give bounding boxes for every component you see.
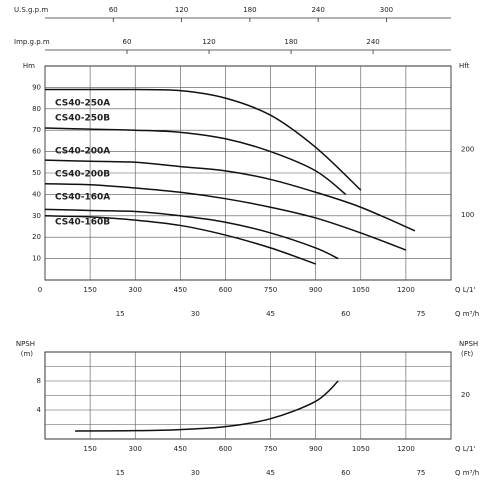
x-tick-label: 1050	[352, 286, 370, 294]
top-tick-label: 240	[366, 38, 379, 46]
y-tick-label: 90	[32, 83, 41, 91]
curve-label: CS40-160B	[55, 218, 110, 228]
curve	[44, 159, 416, 232]
x2-tick-label: 15	[116, 469, 125, 477]
top-tick-label: 180	[243, 6, 256, 14]
y-tick-label: 70	[32, 126, 41, 134]
y2-axis-title: NPSH	[459, 340, 478, 348]
x2-tick-label: 60	[341, 310, 350, 318]
curve	[44, 215, 316, 265]
curve	[45, 88, 362, 191]
y-axis-title: Hm	[23, 62, 35, 70]
y-axis-title: NPSH	[16, 340, 35, 348]
y2-tick-label: 200	[461, 146, 474, 154]
y-tick-label: 80	[32, 105, 41, 113]
y-tick-label: 60	[32, 148, 41, 156]
top-tick-label: 60	[123, 38, 132, 46]
x-tick-label: 600	[219, 286, 232, 294]
y2-axis-title: Hft	[459, 62, 470, 70]
top-axis-title: U.S.g.p.m	[14, 6, 48, 14]
curve	[75, 380, 339, 432]
x2-tick-label: 45	[266, 469, 275, 477]
curve-label: CS40-250B	[55, 114, 110, 124]
top-axis-title: Imp.g.p.m	[14, 38, 50, 46]
top-tick-label: 180	[284, 38, 297, 46]
curve-label: CS40-160A	[55, 193, 110, 203]
y-tick-label: 8	[37, 377, 41, 385]
x2-tick-label: 15	[116, 310, 125, 318]
x2-tick-label: 30	[191, 310, 200, 318]
y2-tick-label: 20	[461, 391, 470, 399]
x-tick-label: 900	[309, 286, 322, 294]
x-axis-title: Q L/1'	[455, 445, 475, 453]
y-tick-label: 40	[32, 190, 41, 198]
x-axis-title: Q L/1'	[455, 286, 475, 294]
x-tick-label: 1200	[397, 445, 415, 453]
y-tick-label: 30	[32, 212, 41, 220]
x-tick-label: 1200	[397, 286, 415, 294]
curve	[44, 127, 347, 195]
x-tick-label: 450	[174, 286, 187, 294]
curve-label: CS40-200B	[55, 170, 110, 180]
x-tick-label: 0	[38, 286, 42, 294]
x2-axis-title: Q m³/h	[455, 469, 479, 477]
x2-tick-label: 60	[341, 469, 350, 477]
x-tick-label: 1050	[352, 445, 370, 453]
y-tick-label: 4	[37, 406, 42, 414]
x-tick-label: 300	[129, 286, 142, 294]
curve	[44, 182, 407, 251]
curve-label: CS40-200A	[55, 147, 110, 157]
top-tick-label: 240	[311, 6, 324, 14]
curve	[44, 208, 339, 260]
x-tick-label: 150	[83, 445, 96, 453]
top-tick-label: 300	[380, 6, 393, 14]
x2-axis-title: Q m³/h	[455, 310, 479, 318]
x2-tick-label: 75	[416, 469, 425, 477]
y-axis-unit: (m)	[21, 350, 34, 358]
x-tick-label: 450	[174, 445, 187, 453]
top-tick-label: 120	[175, 6, 188, 14]
x2-tick-label: 75	[416, 310, 425, 318]
x2-tick-label: 30	[191, 469, 200, 477]
top-tick-label: 120	[202, 38, 215, 46]
x-tick-label: 900	[309, 445, 322, 453]
curve-label: CS40-250A	[55, 99, 110, 109]
y-tick-label: 20	[32, 233, 41, 241]
x-tick-label: 750	[264, 445, 277, 453]
y2-tick-label: 100	[461, 211, 474, 219]
x-tick-label: 600	[219, 445, 232, 453]
y-tick-label: 10	[32, 255, 41, 263]
top-tick-label: 60	[109, 6, 118, 14]
x-tick-label: 150	[83, 286, 96, 294]
y2-axis-unit: (Ft)	[461, 350, 474, 358]
x-tick-label: 300	[129, 445, 142, 453]
y-tick-label: 50	[32, 169, 41, 177]
x2-tick-label: 45	[266, 310, 275, 318]
x-tick-label: 750	[264, 286, 277, 294]
